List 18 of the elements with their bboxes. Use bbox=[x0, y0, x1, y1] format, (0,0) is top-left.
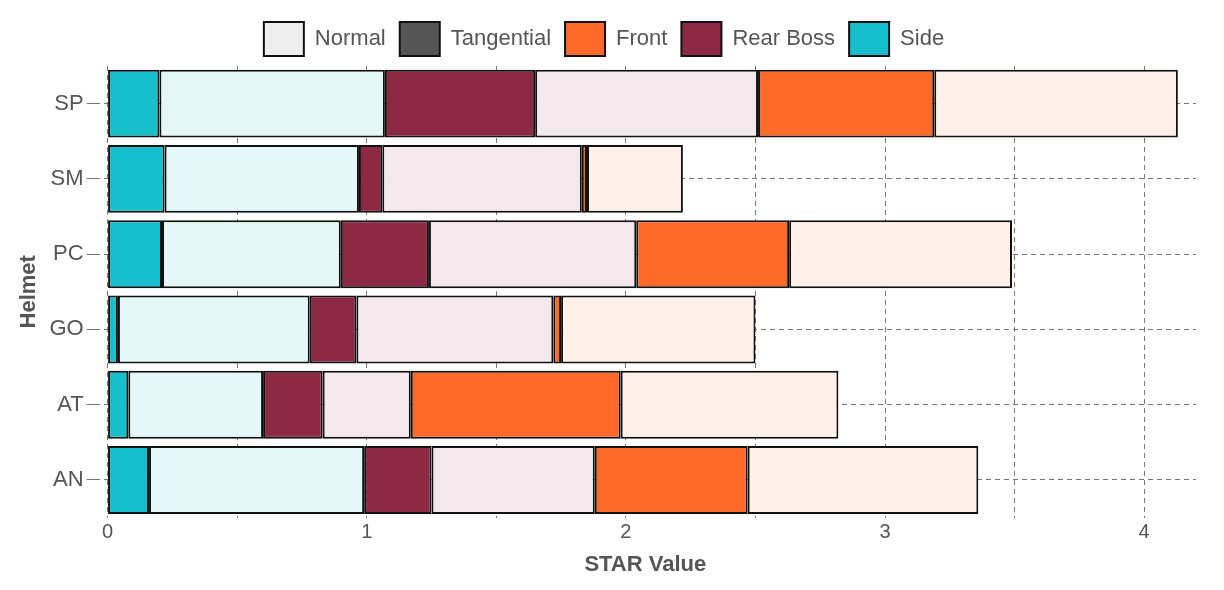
legend-label: Rear Boss bbox=[732, 25, 836, 51]
x-tick-label: 3 bbox=[879, 520, 891, 543]
x-tick-label: 2 bbox=[620, 520, 632, 543]
y-tick-label: AT bbox=[57, 390, 84, 416]
y-tick-label: AN bbox=[53, 466, 84, 492]
y-axis-title: Helmet bbox=[15, 254, 41, 329]
x-tick-label: 4 bbox=[1138, 520, 1150, 543]
y-tick-label: SP bbox=[54, 89, 84, 115]
y-tick-label: SM bbox=[50, 164, 84, 190]
y-tick-label: PC bbox=[53, 240, 84, 266]
x-tick-label: 1 bbox=[361, 520, 373, 543]
legend-label: Front bbox=[616, 25, 668, 51]
legend-label: Side bbox=[900, 25, 945, 51]
x-tick-label: 0 bbox=[102, 520, 114, 543]
legend-label: Normal bbox=[314, 25, 386, 51]
legend-label: Tangential bbox=[450, 25, 552, 51]
x-axis-title: STAR Value bbox=[584, 550, 707, 576]
y-tick-label: GO bbox=[49, 315, 84, 341]
